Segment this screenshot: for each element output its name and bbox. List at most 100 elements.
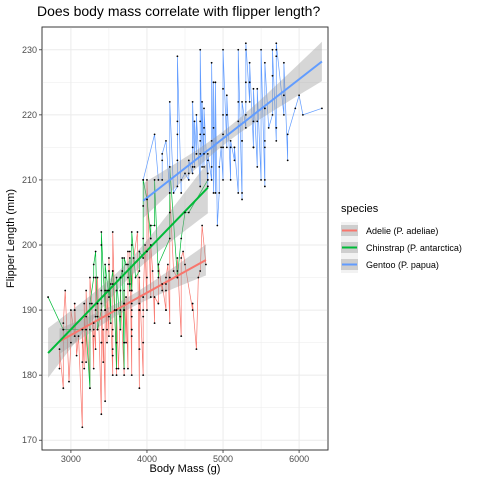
data-point — [201, 100, 204, 103]
x-tick-label: 6000 — [289, 454, 309, 464]
data-point — [111, 328, 114, 331]
data-point — [142, 257, 145, 259]
data-point — [161, 153, 164, 155]
data-point — [241, 139, 243, 142]
data-point — [218, 166, 221, 168]
data-point — [201, 166, 204, 168]
data-point — [275, 55, 278, 58]
data-point — [123, 367, 126, 370]
data-point — [128, 257, 131, 259]
regression-line-adelie — [59, 259, 207, 343]
data-point — [263, 139, 266, 142]
axis-ticks-layer: 3000 4000 5000 6000 170 180 190 200 210 220 230 — [22, 45, 309, 464]
data-point — [210, 166, 213, 168]
legend: species Adelie (P. adeliae) Chinstrap (P.… — [341, 203, 462, 273]
data-point — [58, 348, 61, 351]
data-point — [96, 328, 99, 331]
data-point — [130, 309, 133, 311]
data-point — [111, 348, 114, 351]
data-point — [153, 179, 156, 181]
data-point — [111, 283, 114, 285]
data-point — [81, 426, 84, 429]
data-point — [244, 113, 247, 116]
data-point — [109, 322, 112, 324]
data-point — [138, 302, 141, 305]
data-point — [263, 146, 266, 149]
data-point — [85, 328, 88, 331]
data-point — [220, 146, 223, 149]
data-point — [206, 159, 209, 162]
data-point — [216, 224, 219, 227]
data-point — [96, 315, 99, 318]
data-point — [128, 289, 131, 292]
data-point — [62, 322, 65, 324]
data-point — [104, 289, 107, 292]
data-point — [225, 146, 228, 149]
plot-border — [41, 26, 329, 451]
x-axis-title: Body Mass (g) — [150, 463, 221, 475]
data-point — [92, 367, 95, 370]
data-point — [128, 250, 131, 253]
data-point — [203, 153, 205, 155]
data-point — [96, 276, 99, 279]
data-point — [146, 250, 148, 253]
data-point — [108, 315, 110, 318]
data-point — [100, 413, 103, 416]
data-point — [73, 335, 76, 338]
data-point — [94, 276, 97, 279]
data-point — [85, 361, 88, 364]
data-point — [199, 48, 202, 51]
data-point — [127, 250, 129, 253]
y-tick-label: 230 — [22, 45, 37, 55]
data-point — [187, 211, 190, 214]
data-point — [153, 133, 156, 136]
data-point — [199, 139, 202, 142]
data-point — [233, 146, 236, 149]
data-point — [130, 302, 133, 305]
data-point — [117, 367, 120, 370]
points-layer — [47, 42, 323, 429]
data-point — [168, 100, 171, 103]
data-point — [127, 263, 129, 266]
data-point — [294, 107, 297, 110]
data-point — [237, 120, 240, 123]
data-point — [81, 341, 84, 344]
y-tick-label: 190 — [22, 305, 37, 315]
data-point — [222, 48, 224, 51]
data-point — [237, 100, 240, 103]
data-point — [237, 192, 240, 194]
x-tick-label: 3000 — [61, 454, 81, 464]
data-point — [153, 224, 156, 227]
data-point — [241, 100, 243, 103]
data-point — [130, 244, 133, 246]
data-point — [121, 270, 124, 272]
data-point — [225, 94, 228, 97]
data-point — [146, 276, 148, 279]
data-point — [199, 120, 202, 123]
regression-lines-layer — [47, 60, 323, 354]
data-point — [100, 244, 103, 246]
data-point — [241, 198, 243, 201]
data-point — [111, 335, 114, 338]
data-point — [187, 159, 190, 162]
data-point — [153, 296, 156, 298]
data-point — [94, 250, 97, 253]
data-point — [115, 309, 118, 311]
y-axis-title: Flipper Length (mm) — [5, 189, 17, 288]
data-point — [229, 179, 232, 181]
data-point — [275, 48, 278, 51]
data-point — [161, 283, 164, 285]
data-point — [241, 192, 243, 194]
data-point — [176, 276, 179, 279]
data-point — [144, 244, 146, 246]
data-point — [115, 367, 118, 370]
data-point — [252, 120, 255, 123]
data-point — [106, 328, 108, 331]
data-point — [187, 179, 190, 181]
data-point — [260, 179, 262, 181]
data-point — [149, 224, 152, 227]
data-point — [267, 126, 270, 129]
data-point — [184, 172, 186, 175]
data-point — [132, 257, 135, 259]
data-point — [282, 113, 285, 116]
